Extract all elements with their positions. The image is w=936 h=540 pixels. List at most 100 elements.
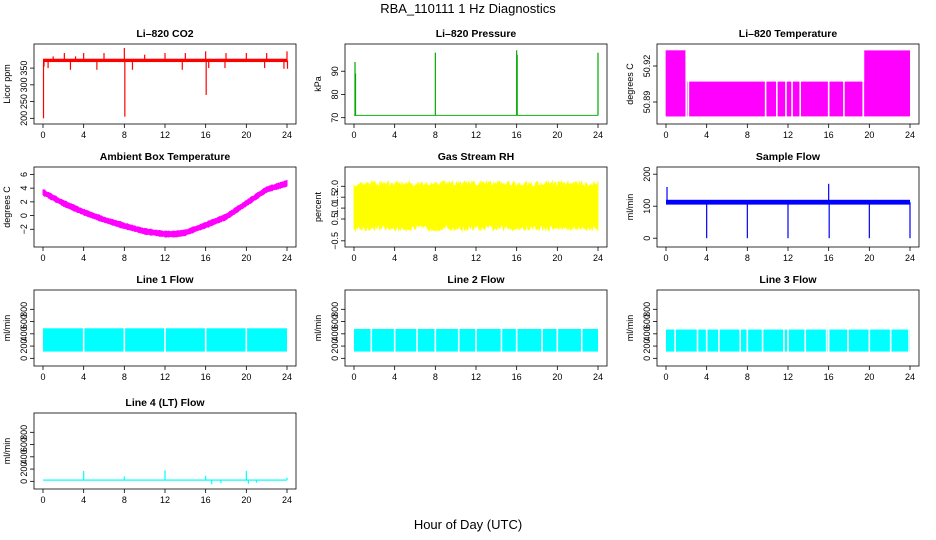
x-tick-label: 20 <box>864 372 874 382</box>
y-axis-label: ml/min <box>2 315 12 342</box>
x-tick-label: 16 <box>512 372 522 382</box>
y-tick-label: 0 <box>19 356 29 361</box>
y-axis-label: percent <box>313 191 323 222</box>
y-tick-label: 800 <box>19 302 29 317</box>
x-tick-label: 12 <box>160 372 170 382</box>
y-tick-label: 2 <box>19 199 29 204</box>
x-tick-label: 4 <box>392 372 397 382</box>
x-tick-label: 24 <box>282 253 292 263</box>
x-tick-label: 0 <box>663 372 668 382</box>
y-tick-label: 400 <box>642 326 652 341</box>
y-tick-label: 80 <box>330 89 340 99</box>
panel-1 <box>30 43 297 128</box>
y-tick-label: 400 <box>330 326 340 341</box>
y-tick-label: 50.89 <box>642 91 652 114</box>
x-tick-label: 20 <box>241 495 251 505</box>
y-tick-label: 400 <box>19 449 29 464</box>
panel-title: Line 3 Flow <box>759 274 817 286</box>
x-tick-label: 16 <box>201 130 211 140</box>
panel-9 <box>653 289 920 370</box>
y-axis-label: ml/min <box>2 438 12 465</box>
x-tick-label: 8 <box>122 372 127 382</box>
plot-frame <box>656 289 920 367</box>
y-tick-label: 600 <box>19 437 29 452</box>
y-tick-label: 200 <box>19 339 29 354</box>
data-series <box>665 50 910 118</box>
x-tick-label: 20 <box>241 372 251 382</box>
data-band <box>354 114 598 116</box>
x-tick-label: 20 <box>864 253 874 263</box>
figure-title: RBA_110111 1 Hz Diagnostics <box>380 1 556 16</box>
x-tick-label: 4 <box>392 253 397 263</box>
x-tick-label: 24 <box>282 130 292 140</box>
x-tick-label: 24 <box>593 372 603 382</box>
panel-7 <box>30 289 297 370</box>
x-axis-label: Hour of Day (UTC) <box>413 517 523 532</box>
y-axis-label: degrees C <box>2 186 12 228</box>
data-series <box>42 179 288 238</box>
panel-10 <box>30 412 297 493</box>
y-tick-label: 200 <box>330 339 340 354</box>
x-tick-label: 24 <box>905 253 915 263</box>
panel-title: Li–820 Pressure <box>436 28 517 40</box>
y-tick-label: −0.5 <box>330 232 340 250</box>
x-tick-label: 12 <box>471 130 481 140</box>
y-axis-label: kPa <box>313 76 323 92</box>
y-tick-label: 90 <box>330 66 340 76</box>
x-tick-label: 8 <box>433 253 438 263</box>
x-tick-label: 16 <box>512 253 522 263</box>
y-tick-label: 50.92 <box>642 55 652 78</box>
y-axis-label: degrees C <box>625 63 635 105</box>
x-tick-label: 24 <box>905 130 915 140</box>
x-tick-label: 24 <box>282 495 292 505</box>
x-tick-label: 12 <box>160 495 170 505</box>
x-tick-label: 24 <box>593 253 603 263</box>
y-tick-label: 600 <box>642 314 652 329</box>
data-series <box>666 328 910 353</box>
x-tick-label: 8 <box>122 130 127 140</box>
x-tick-label: 20 <box>552 130 562 140</box>
y-tick-label: 600 <box>330 314 340 329</box>
x-tick-label: 24 <box>593 130 603 140</box>
panel-title: Line 1 Flow <box>136 274 194 286</box>
x-tick-label: 8 <box>745 253 750 263</box>
y-tick-label: 350 <box>19 61 29 76</box>
y-tick-label: 200 <box>19 462 29 477</box>
x-tick-label: 8 <box>122 495 127 505</box>
x-tick-label: 12 <box>783 253 793 263</box>
x-tick-label: 12 <box>783 130 793 140</box>
x-tick-label: 4 <box>392 130 397 140</box>
panel-title: Li–820 CO2 <box>136 28 193 40</box>
data-series <box>353 179 599 233</box>
x-tick-label: 0 <box>351 372 356 382</box>
x-tick-label: 8 <box>433 372 438 382</box>
x-tick-label: 4 <box>81 372 86 382</box>
x-tick-label: 8 <box>745 372 750 382</box>
y-tick-label: 70 <box>330 113 340 123</box>
y-axis-label: ml/min <box>625 194 635 221</box>
x-tick-label: 12 <box>471 253 481 263</box>
x-tick-label: 12 <box>160 253 170 263</box>
y-tick-label: 300 <box>19 77 29 92</box>
data-series <box>43 470 288 485</box>
y-tick-label: 200 <box>642 167 652 182</box>
x-tick-label: 20 <box>552 372 562 382</box>
panel-title: Gas Stream RH <box>438 151 514 163</box>
panel-4 <box>30 166 297 251</box>
y-tick-label: 0 <box>642 236 652 241</box>
x-tick-label: 0 <box>351 130 356 140</box>
y-tick-label: 200 <box>642 339 652 354</box>
x-tick-label: 16 <box>201 253 211 263</box>
y-tick-label: 4 <box>19 186 29 191</box>
x-tick-label: 16 <box>824 130 834 140</box>
y-axis-label: ml/min <box>625 315 635 342</box>
plot-frame <box>344 43 608 125</box>
x-tick-label: 8 <box>433 130 438 140</box>
data-series <box>354 50 599 116</box>
panel-2 <box>341 43 608 128</box>
x-tick-label: 4 <box>81 253 86 263</box>
y-tick-label: −2 <box>19 224 29 234</box>
x-tick-label: 20 <box>864 130 874 140</box>
panel-title: Li–820 Temperature <box>739 28 838 40</box>
